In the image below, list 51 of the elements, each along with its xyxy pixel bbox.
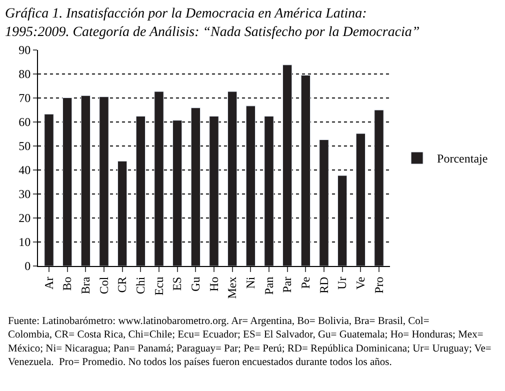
bar	[356, 133, 366, 266]
y-tick-label: 10	[18, 235, 31, 250]
bar	[282, 64, 292, 266]
bar	[118, 160, 128, 266]
chart-title: Gráfica 1. Insatisfacción por la Democracia en América Latina: 1995:2009. Categoría de Análisis: “Nada Satisfecho por la Democracia”	[5, 6, 420, 40]
y-tick-label: 80	[18, 67, 31, 82]
x-tick-label: Bo	[60, 276, 74, 291]
bar	[136, 116, 146, 266]
bar	[228, 91, 238, 266]
y-tick-label: 90	[18, 43, 31, 58]
bar	[190, 108, 200, 266]
bar	[319, 140, 329, 266]
x-tick-label: Pan	[262, 276, 276, 295]
bar	[338, 175, 348, 266]
x-tick-label: Ho	[206, 276, 221, 292]
x-tick-label: Chi	[134, 276, 148, 294]
x-tick-label: Pro	[372, 276, 386, 294]
x-tick-label: Par	[280, 276, 294, 293]
bar	[264, 116, 274, 266]
bar	[99, 96, 109, 266]
x-tick-label: ES	[170, 276, 184, 291]
x-tick-label: Ni	[244, 276, 258, 289]
x-tick-label: Pe	[298, 276, 313, 289]
bar	[80, 95, 90, 266]
source-note: Fuente: Latinobarómetro: www.latinobarometro.org. Ar= Argentina, Bo= Bolivia, Bra= Brasil, Col= Colombia, CR= Costa Rica, Chi=Chile; Ecu= Ecuador; ES= El Salvador, Gu= Guatemala; Ho= Honduras; Mex= México; Ni= Nicaragua; Pan= Panamá; Paraguay= Par; Pe= Perú; RD= República Dominicana; Ur= Uruguay; Ve= Venezuela. Pro= Promedio. No todos los países fueron encuestados durante todos los años.	[8, 316, 492, 368]
y-tick-label: 0	[24, 259, 31, 274]
x-tick-label: RD	[316, 276, 331, 294]
y-tick-label: 50	[18, 139, 31, 154]
x-tick-label: Ur	[335, 276, 350, 290]
bar	[300, 74, 310, 266]
y-tick-label: 20	[18, 211, 31, 226]
bar	[246, 106, 256, 266]
bar	[209, 116, 219, 266]
legend-label: Porcentaje	[437, 152, 488, 166]
y-tick-label: 30	[18, 187, 31, 202]
y-tick-label: 60	[18, 115, 31, 130]
x-tick-label: CR	[115, 276, 130, 293]
x-tick-label: Ar	[42, 276, 56, 290]
x-tick-label: Gu	[188, 276, 203, 292]
x-tick-label: Mex	[225, 276, 240, 299]
bar	[374, 110, 384, 266]
y-tick-label: 70	[18, 91, 31, 106]
bar	[44, 114, 54, 266]
x-tick-label: Col	[96, 276, 111, 294]
bar	[172, 120, 182, 266]
bar	[62, 98, 72, 266]
bar	[154, 91, 164, 266]
x-tick-label: Ecu	[152, 276, 166, 296]
x-tick-label: Ve	[354, 276, 368, 290]
y-tick-label: 40	[18, 163, 31, 178]
x-tick-label: Bra	[78, 276, 93, 294]
